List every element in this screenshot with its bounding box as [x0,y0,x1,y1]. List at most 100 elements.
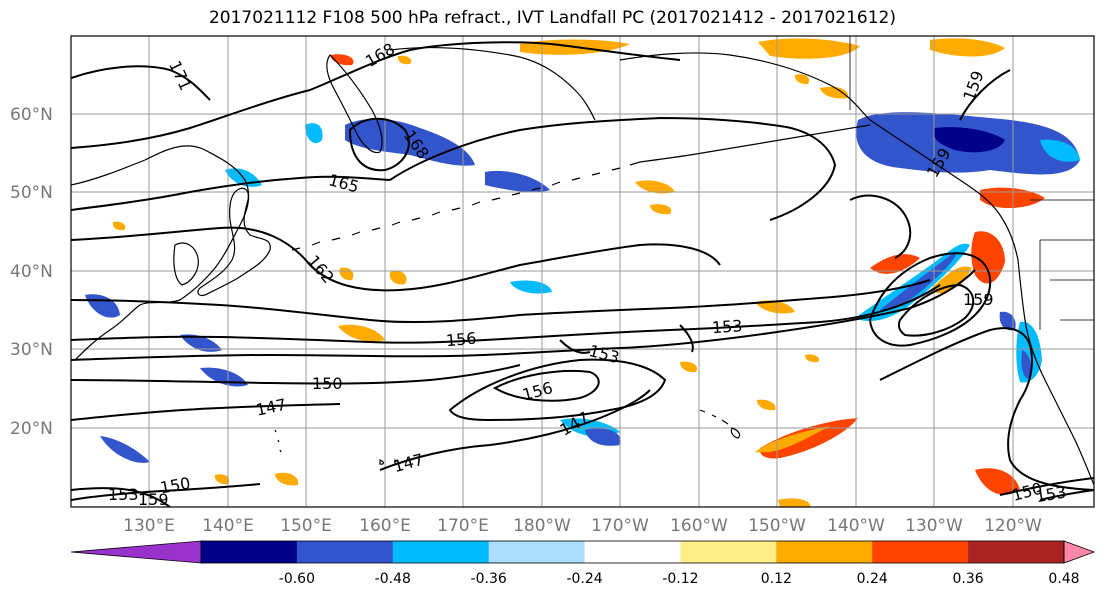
contour-162 [71,226,721,292]
lon-label: 180°W [513,516,571,536]
colorbar-segment [488,541,586,563]
orange-patch-alaska-n [820,86,849,99]
contour-sw-2 [71,483,261,501]
orange-patch-small-3 [112,221,126,231]
blue-patch-ryukyu [180,334,222,352]
contour-150 [71,364,521,385]
dark-patch-gulf-alaska [933,127,1005,153]
orange-patch-river-1 [870,254,920,274]
orange-patch-arctic-3 [930,38,1005,57]
orange-patch-small-4 [794,74,810,85]
orange-patch-se-1 [975,468,1020,495]
lon-label: 140°W [827,516,885,536]
coast-north-america [959,179,1094,486]
contour-171 [71,65,211,101]
contour-147 [71,403,341,421]
lon-label: 120°W [984,516,1042,536]
colorbar-tick-label: 0.36 [953,571,984,587]
orange-patch-bering-2 [650,204,672,215]
contour-153-loop [448,358,667,422]
contour-dip-2 [679,324,694,353]
contour-dip [559,339,591,354]
border-us-states [1039,239,1094,330]
contour-label: 150 [312,374,343,393]
shading-layer [85,38,1080,507]
colorbar-segment [776,541,873,563]
orange-patch-small-5 [397,55,412,65]
orange-patch-west-pacific [338,324,385,342]
orange-patch-se-2 [778,498,811,507]
colorbar-segment [968,541,1065,563]
contour-label: 153 [711,316,743,337]
contour-165-loop [389,116,837,221]
colorbar-tick-label: 0.12 [761,571,792,587]
orange-patch-west-1 [275,472,299,486]
coast-japan [197,187,271,297]
contour-label: 153 [108,485,139,504]
contour-159-north [959,69,1011,121]
contour-label-layer: 171 168 168 165 162 156 153 153 150 147 … [108,39,1068,509]
contour-label: 159 [138,490,169,509]
colorbar-tick-label: -0.12 [662,571,698,587]
colorbar-tick-label: 0.24 [857,571,888,587]
contour-153-se [1039,489,1094,501]
lon-label: 160°W [670,516,728,536]
lon-label: 150°W [748,516,806,536]
lat-axis: 60°N 50°N 40°N 30°N 20°N [10,105,53,439]
orange-patch-river-2 [930,266,972,294]
colorbar-tick-label: 0.48 [1048,571,1079,587]
contour-156-loop [492,369,600,402]
orange-patch-arctic-2 [758,38,860,59]
colorbar-tick-label: -0.48 [375,571,411,587]
contour-sw-1 [71,487,171,507]
contour-east-ring-2 [897,283,975,337]
lat-label: 50°N [10,183,53,203]
coast-islands [274,429,399,465]
coast-aleutians [291,161,641,251]
contour-159-west [71,279,931,324]
blue-patch-hawaii [585,428,621,446]
map-title: 2017021112 F108 500 hPa refract., IVT La… [208,8,896,28]
contour-147-south [379,389,651,471]
blue-patch-california-core [1021,350,1032,379]
contour-label: 159 [963,290,994,309]
contour-159-east [849,194,912,259]
contour-150-se [999,477,1094,496]
orange-patch-oregon [971,231,1005,284]
colorbar-extend-high [1063,540,1096,564]
coast-korea [173,242,199,286]
lon-label: 150°E [280,516,332,536]
lon-label: 170°E [437,516,489,536]
lon-label: 130°E [123,516,175,536]
lat-label: 30°N [10,340,53,360]
borders [849,36,1094,330]
colorbar-segment [201,541,298,563]
orange-patch-south-pacific-halo [755,426,830,453]
lat-label: 60°N [10,105,53,125]
colorbar-tick-label: -0.36 [471,571,507,587]
orange-patch-small-1 [805,354,820,363]
orange-patch-hawaii-n [680,361,698,373]
lat-label: 40°N [10,262,53,282]
coast-alaska [619,52,961,181]
coast-hawaii [699,409,741,439]
coast-asia [71,145,250,361]
orange-patch-mid-3 [755,300,795,314]
coastlines [71,46,1094,486]
colorbar-segment [584,541,681,563]
coast-siberia [389,46,596,121]
lon-label: 160°E [359,516,411,536]
colorbar-tick-label: -0.60 [279,571,315,587]
blue-patch-river-core [880,252,956,311]
orange-patch-small-2 [214,474,230,485]
contour-153-west [71,269,976,361]
colorbar: -0.60 -0.48 -0.36 -0.24 -0.12 0.12 0.24 0.36 0.4… [70,540,1096,587]
colorbar-tick-label: -0.24 [566,571,602,587]
contour-168 [71,41,681,149]
coast-kamchatka [326,54,383,154]
blue-patch-offshore [999,311,1016,331]
lon-label: 140°E [202,516,254,536]
light-patch-gulf-alaska [1040,139,1080,162]
light-patch-kamchatka [305,123,323,144]
